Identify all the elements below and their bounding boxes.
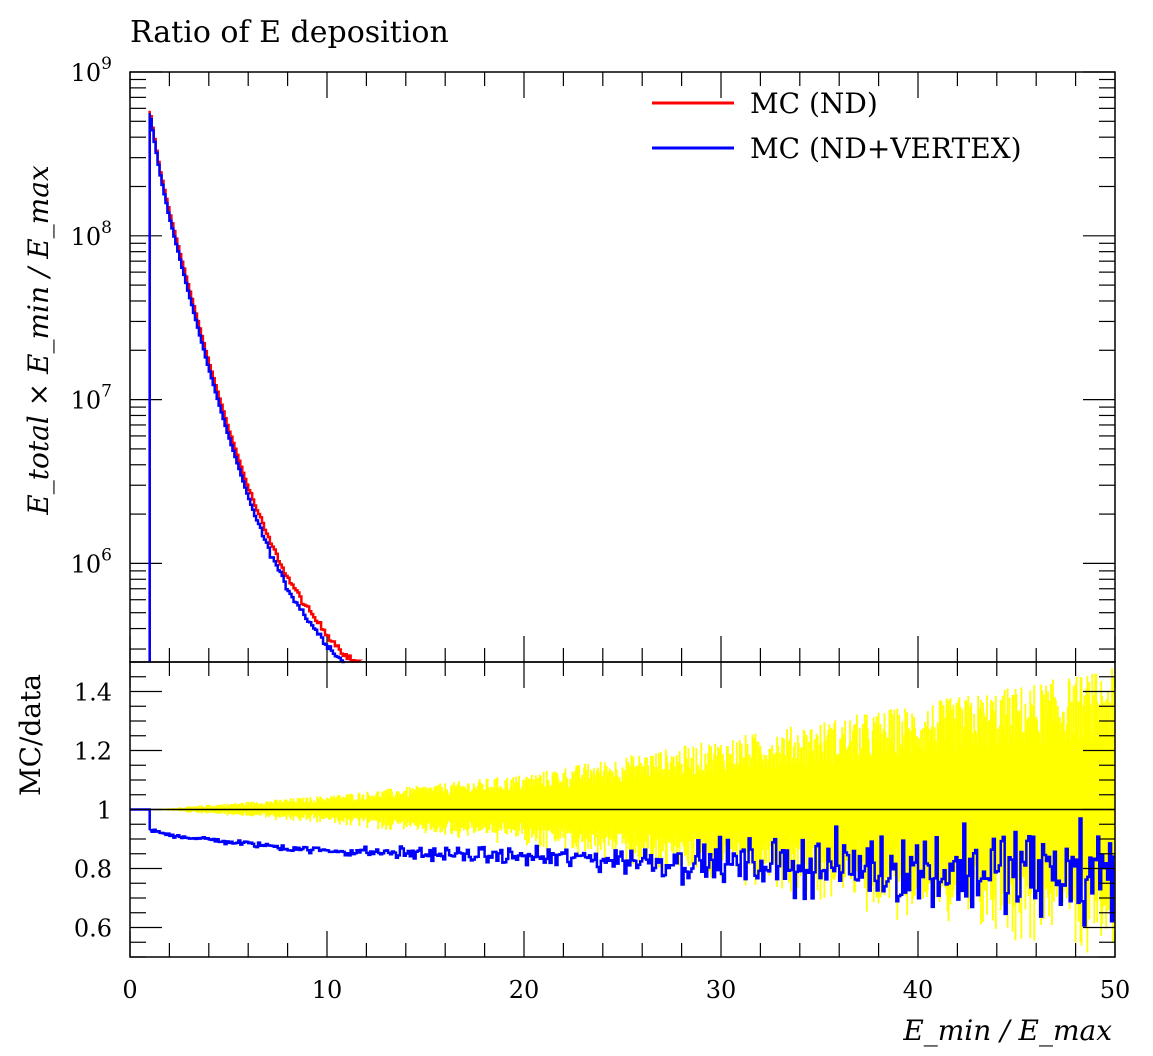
x-tick-label: 30 (706, 976, 737, 1004)
uncertainty-band (149, 668, 1115, 953)
series-nd-line (148, 110, 364, 664)
x-axis-title: E_min / E_max (902, 1014, 1112, 1047)
bottom-panel: 0.6 0.8 1 1.2 1.4 MC/data (14, 661, 1116, 958)
x-tick-label: 40 (903, 976, 934, 1004)
x-tick-label: 50 (1100, 976, 1131, 1004)
legend-label-nd-vertex: MC (ND+VERTEX) (750, 132, 1022, 165)
ratio-nd-vertex-line (130, 808, 1115, 927)
ratio-series (130, 808, 1115, 927)
top-series (148, 110, 364, 664)
bottom-y-tick-label: 1 (97, 797, 112, 825)
bottom-y-tick-label: 1.4 (74, 679, 112, 707)
top-y-tick-labels: 106 107 108 109 (71, 54, 112, 578)
bottom-y-tick-labels: 0.6 0.8 1 1.2 1.4 (74, 679, 112, 943)
legend: MC (ND) MC (ND+VERTEX) (652, 87, 1022, 165)
x-tick-labels: 0 10 20 30 40 50 (122, 976, 1130, 1004)
series-nd-vertex-line (148, 113, 345, 664)
top-panel: 106 107 108 109 E_total × E_min / E_max MC … (22, 54, 1116, 664)
top-y-tick-label: 106 (71, 545, 112, 578)
top-y-tick-label: 108 (71, 218, 112, 251)
x-tick-label: 20 (509, 976, 540, 1004)
bottom-y-axis-title: MC/data (14, 674, 47, 796)
top-ticks (129, 71, 1116, 662)
bottom-ticks (129, 661, 1116, 958)
chart-title: Ratio of E deposition (130, 15, 449, 50)
x-tick-label: 10 (312, 976, 343, 1004)
top-y-tick-label: 107 (71, 382, 112, 415)
bottom-y-tick-label: 0.8 (74, 856, 112, 884)
bottom-y-tick-label: 1.2 (74, 738, 112, 766)
bottom-y-tick-label: 0.6 (74, 915, 112, 943)
top-y-tick-label: 109 (71, 54, 112, 87)
legend-label-nd: MC (ND) (750, 87, 878, 120)
uncertainty-band-bars (149, 668, 1115, 953)
x-tick-label: 0 (122, 976, 137, 1004)
top-y-axis-title: E_total × E_min / E_max (22, 165, 55, 516)
